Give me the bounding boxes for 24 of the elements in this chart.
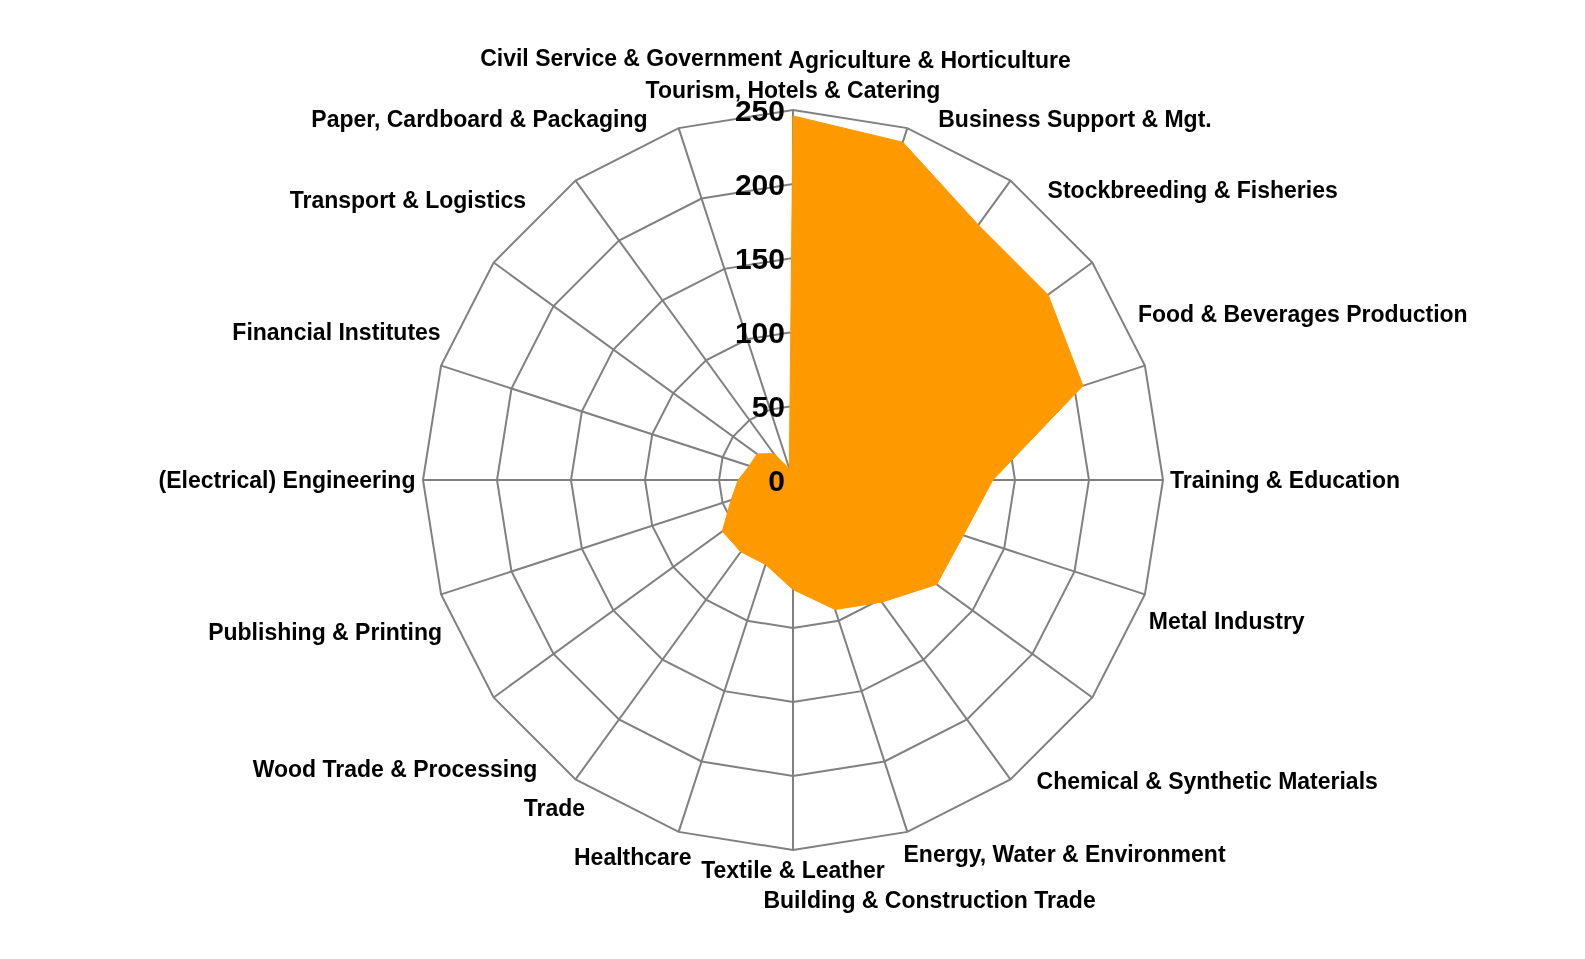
spoke-label: Financial Institutes	[232, 318, 441, 345]
spoke-label: Stockbreeding & Fisheries	[1047, 176, 1338, 203]
spoke-label: Food & Beverages Production	[1137, 301, 1468, 328]
y-tick-label: 100	[734, 315, 785, 349]
spoke-label: Publishing & Printing	[208, 619, 442, 646]
spoke-label: Textile & Leather	[701, 857, 885, 883]
spoke-label: Metal Industry	[1148, 607, 1305, 634]
spoke-label: Agriculture & Horticulture	[788, 46, 1071, 73]
spoke-label: Wood Trade & Processing	[252, 756, 538, 783]
spoke-label: Energy, Water & Environment	[903, 840, 1226, 867]
spoke-label: Business Support & Mgt.	[938, 106, 1212, 133]
spoke-label: (Electrical) Engineering	[158, 467, 416, 493]
spoke-label: Civil Service & Government	[480, 45, 783, 72]
spoke-label: Healthcare	[573, 844, 692, 871]
spoke-label: Transport & Logistics	[289, 187, 527, 214]
spoke-label: Training & Education	[1169, 467, 1401, 493]
y-tick-label: 200	[734, 167, 785, 201]
spoke-label: Building & Construction Trade	[763, 887, 1096, 914]
y-tick-label: 0	[768, 463, 785, 497]
spoke-label: Chemical & Synthetic Materials	[1036, 767, 1378, 794]
spoke-label: Paper, Cardboard & Packaging	[311, 106, 648, 133]
y-tick-label: 150	[734, 241, 785, 275]
spoke-label: Trade	[523, 795, 586, 822]
y-tick-label: 50	[751, 389, 785, 423]
